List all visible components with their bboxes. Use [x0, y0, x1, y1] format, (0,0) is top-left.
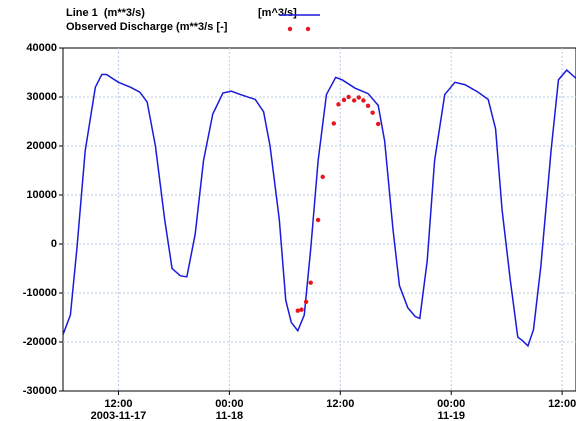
data-point	[331, 121, 337, 126]
data-point	[303, 299, 309, 305]
y-tick-label: -20000	[23, 336, 57, 348]
x-tick-label: 11-18	[216, 410, 244, 421]
legend-label: Line 1 (m**3/s)	[66, 7, 145, 19]
data-point	[295, 308, 300, 313]
x-tick-label: 12:00	[104, 398, 132, 410]
data-point	[375, 121, 381, 127]
plot-frame	[62, 47, 576, 392]
x-tick-label: 00:00	[437, 398, 465, 410]
y-tick-label: -30000	[23, 385, 57, 397]
x-tick-label: 11-19	[437, 410, 465, 421]
data-point	[351, 98, 357, 103]
y-tick-label: 30000	[26, 91, 57, 103]
y-tick-label: 40000	[26, 42, 57, 54]
y-tick-label: -10000	[23, 287, 57, 299]
data-point	[336, 102, 341, 107]
data-point	[361, 98, 366, 103]
data-point	[315, 217, 321, 223]
data-line	[63, 68, 576, 348]
data-point	[346, 94, 351, 100]
x-tick-label: 12:00	[548, 398, 576, 410]
data-point	[299, 307, 304, 312]
legend-swatch	[305, 26, 311, 32]
x-tick-label: 00:00	[215, 398, 243, 410]
x-tick-label: 2003-11-17	[91, 410, 147, 421]
y-tick-label: 10000	[26, 189, 57, 201]
data-point	[320, 174, 325, 180]
y-tick-label: 0	[51, 238, 57, 250]
legend-unit: [m^3/s]	[258, 7, 297, 19]
legend-label: Observed Discharge (m**3/s [-]	[66, 21, 228, 33]
y-tick-label: 20000	[26, 140, 57, 152]
data-point	[365, 103, 371, 109]
data-point	[370, 110, 375, 115]
legend-swatch	[287, 26, 293, 32]
data-point	[356, 95, 361, 100]
x-tick-label: 12:00	[326, 398, 354, 410]
data-point	[341, 97, 347, 103]
data-point	[308, 280, 313, 285]
